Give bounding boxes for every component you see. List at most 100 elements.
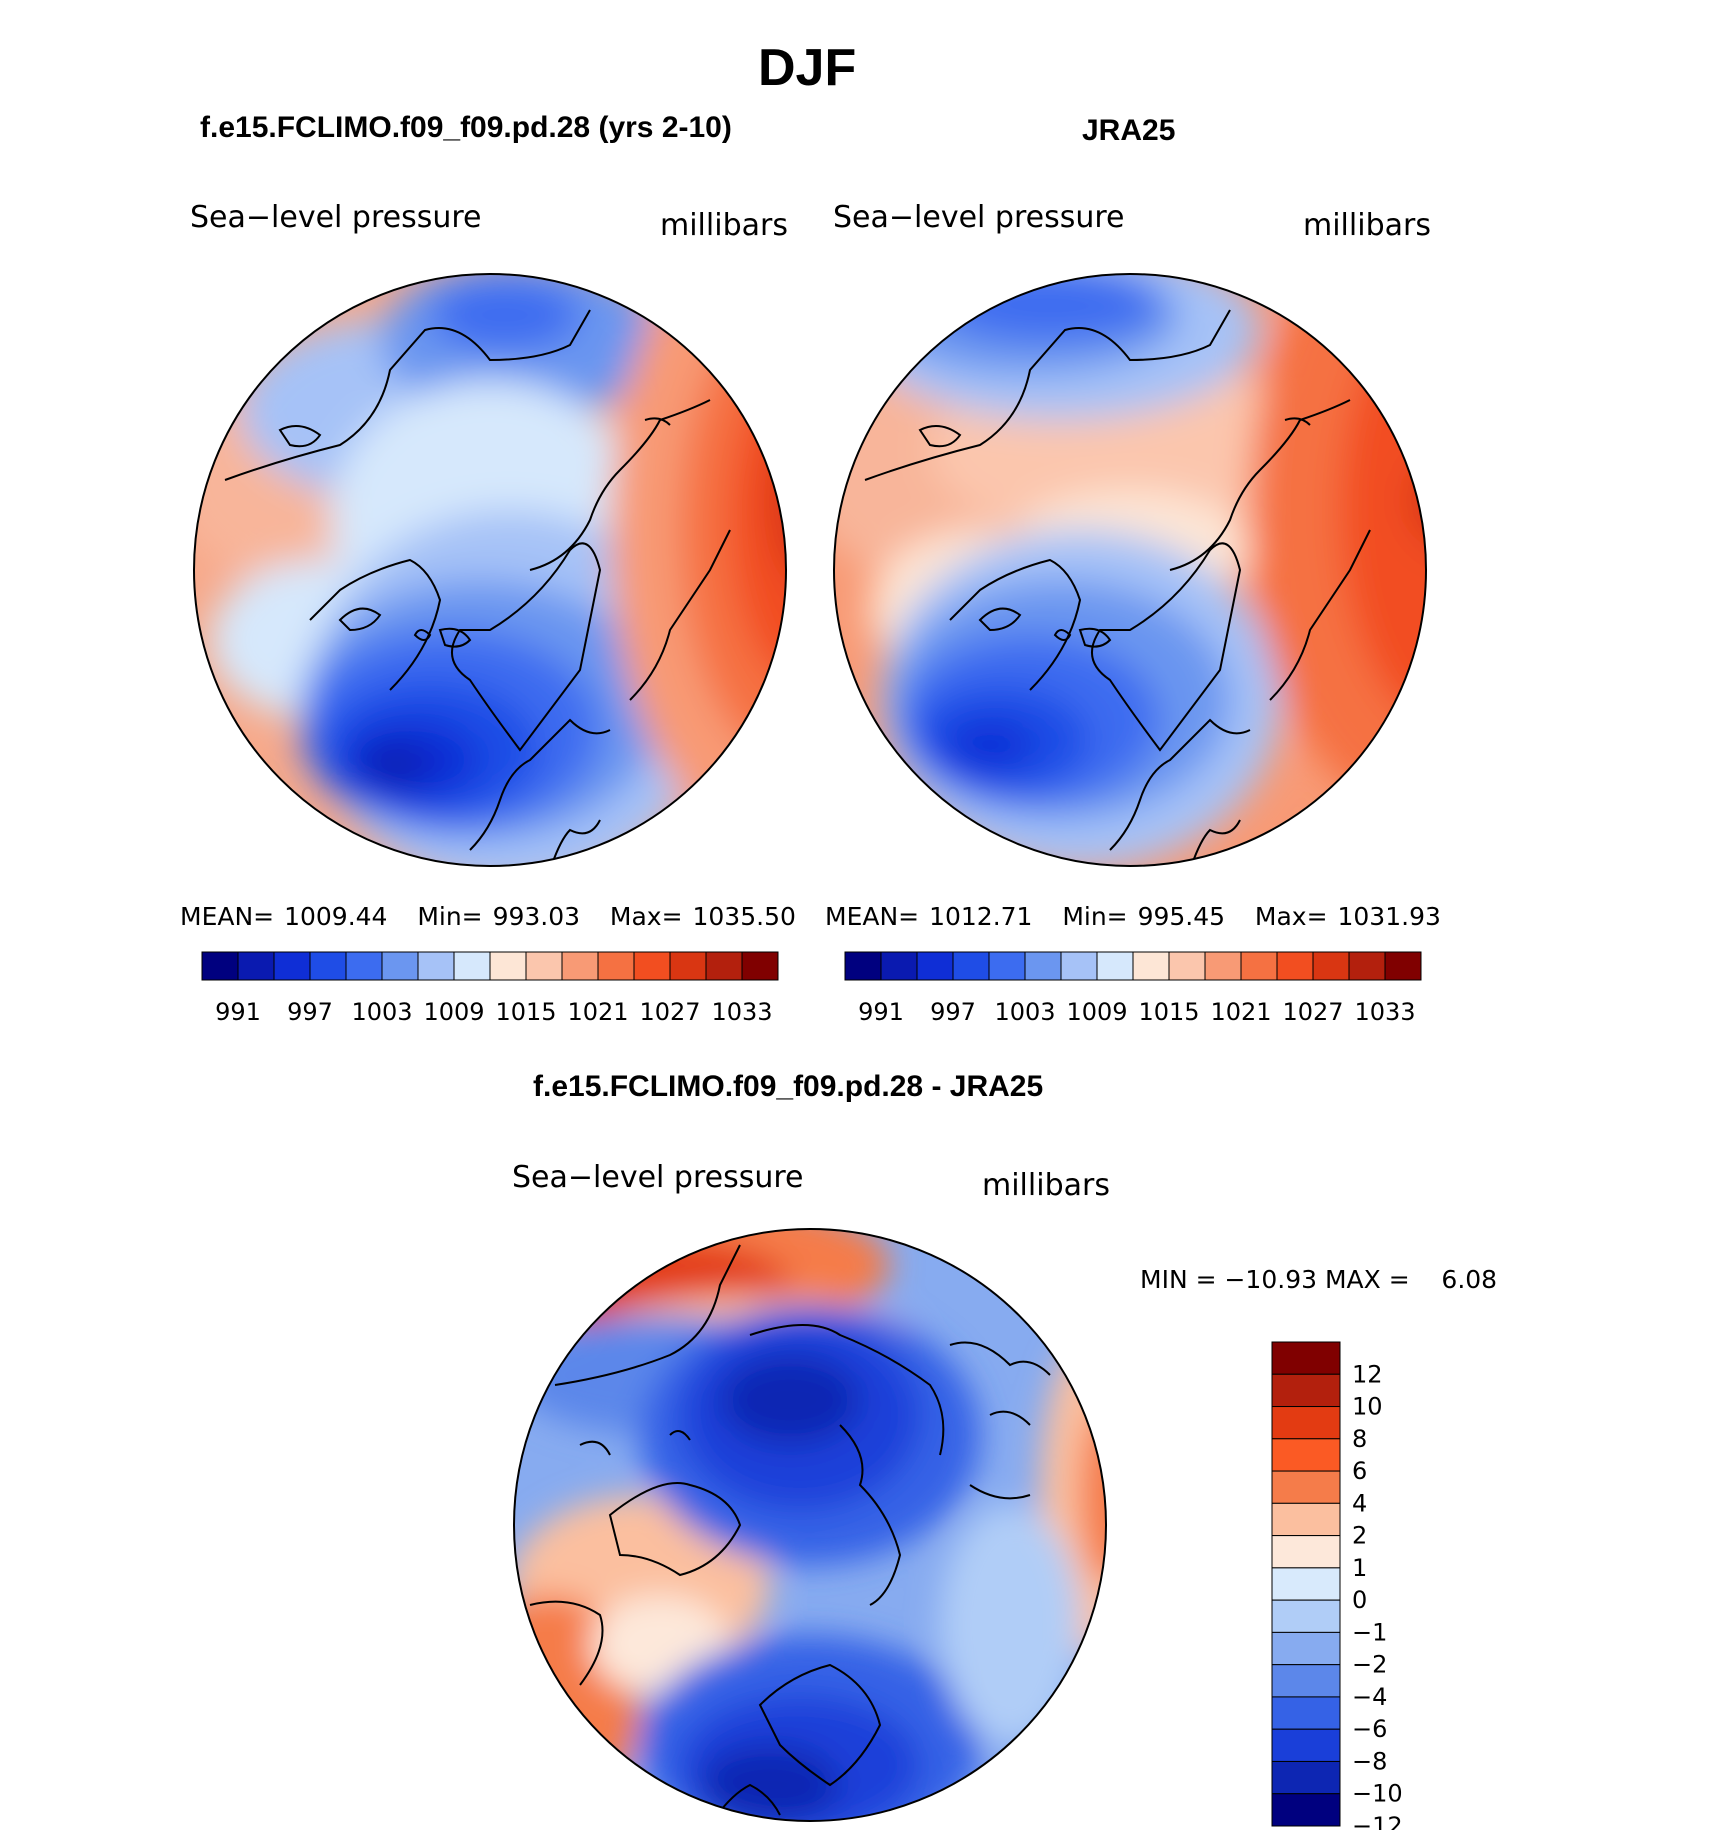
- right-colorbar-tick-label: 1027: [1282, 998, 1343, 1026]
- left-colorbar-tick-label: 1033: [711, 998, 772, 1026]
- diff-panel-title: f.e15.FCLIMO.f09_f09.pd.28 - JRA25: [533, 1070, 1044, 1103]
- diff-variable-label: Sea−level pressure: [512, 1160, 804, 1195]
- right-colorbar-tick-label: 1033: [1354, 998, 1415, 1026]
- left-colorbar-tick-label: 1027: [639, 998, 700, 1026]
- right-colorbar-swatch: [880, 951, 918, 981]
- left-colorbar-tick-label: 1021: [567, 998, 628, 1026]
- diff-colorbar-tick-label: −2: [1352, 1651, 1387, 1679]
- diff-colorbar-swatch: [1271, 1535, 1341, 1569]
- left-colorbar-tick-label: 1003: [351, 998, 412, 1026]
- diff-polar-map: [513, 1228, 1107, 1822]
- right-colorbar-swatch: [1060, 951, 1098, 981]
- right-colorbar-swatch: [1168, 951, 1206, 981]
- left-min-label: Min=: [417, 902, 483, 931]
- left-colorbar-swatch: [597, 951, 635, 981]
- left-units-label: millibars: [660, 208, 788, 243]
- diff-colorbar-tick-label: 0: [1352, 1586, 1367, 1614]
- diff-colorbar-tick-label: 12: [1352, 1360, 1383, 1388]
- left-colorbar-swatch: [417, 951, 455, 981]
- right-colorbar-swatch: [1312, 951, 1350, 981]
- diff-colorbar-swatch: [1271, 1599, 1341, 1633]
- right-colorbar-swatch: [1276, 951, 1314, 981]
- right-colorbar-swatch: [1024, 951, 1062, 981]
- left-panel-title: f.e15.FCLIMO.f09_f09.pd.28 (yrs 2-10): [200, 111, 732, 144]
- diff-colorbar-swatch: [1271, 1406, 1341, 1440]
- left-colorbar-swatch: [669, 951, 707, 981]
- left-max-value: 1035.50: [692, 902, 796, 931]
- right-colorbar-tick-label: 991: [858, 998, 904, 1026]
- right-max-label: Max=: [1254, 902, 1328, 931]
- diff-colorbar-tick-label: 8: [1352, 1425, 1367, 1453]
- right-panel-title: JRA25: [1082, 114, 1176, 147]
- left-colorbar-swatch: [273, 951, 311, 981]
- diff-colorbar-tick-label: 4: [1352, 1489, 1367, 1517]
- right-stats: MEAN= 1012.71 Min= 995.45 Max= 1031.93: [825, 902, 1441, 931]
- left-mean-label: MEAN=: [180, 902, 275, 931]
- diff-colorbar-tick-label: 1: [1352, 1554, 1367, 1582]
- right-colorbar-swatch: [1384, 951, 1422, 981]
- right-variable-label: Sea−level pressure: [833, 200, 1125, 235]
- left-colorbar-tick-label: 991: [215, 998, 261, 1026]
- left-colorbar-tick-label: 1015: [495, 998, 556, 1026]
- right-colorbar-tick-label: 997: [930, 998, 976, 1026]
- left-colorbar-swatch: [237, 951, 275, 981]
- diff-colorbar-swatch: [1271, 1567, 1341, 1601]
- left-variable-label: Sea−level pressure: [190, 200, 482, 235]
- left-colorbar: 991 997 1003 1009 1015 1021 1027 1033: [201, 951, 779, 1026]
- left-colorbar-swatch: [345, 951, 383, 981]
- diff-colorbar-tick-label: −4: [1352, 1683, 1387, 1711]
- diff-colorbar-tick-label: −8: [1352, 1747, 1387, 1775]
- diff-colorbar-swatch: [1271, 1438, 1341, 1472]
- right-colorbar-swatch: [916, 951, 954, 981]
- right-colorbar-tick-label: 1021: [1210, 998, 1271, 1026]
- right-mean-value: 1012.71: [929, 902, 1033, 931]
- diff-colorbar-tick-label: −12: [1352, 1812, 1403, 1830]
- left-colorbar-swatch: [489, 951, 527, 981]
- left-colorbar-swatch: [381, 951, 419, 981]
- right-colorbar-swatch: [1132, 951, 1170, 981]
- season-title: DJF: [758, 39, 857, 97]
- diff-colorbar-swatch: [1271, 1470, 1341, 1504]
- left-colorbar-swatch: [201, 951, 239, 981]
- diff-colorbar-swatch: [1271, 1793, 1341, 1827]
- diff-colorbar-swatch: [1271, 1664, 1341, 1698]
- left-colorbar-swatch: [633, 951, 671, 981]
- diff-colorbar-swatch: [1271, 1696, 1341, 1730]
- left-colorbar-swatch: [525, 951, 563, 981]
- right-polar-map: [833, 273, 1427, 867]
- right-max-value: 1031.93: [1337, 902, 1441, 931]
- diff-minmax-text: MIN = −10.93 MAX = 6.08: [1140, 1265, 1498, 1294]
- left-stats: MEAN= 1009.44 Min= 993.03 Max= 1035.50: [180, 902, 796, 931]
- right-colorbar-swatch: [1096, 951, 1134, 981]
- diff-units-label: millibars: [982, 1168, 1110, 1203]
- left-colorbar-swatch: [309, 951, 347, 981]
- right-colorbar-tick-label: 1009: [1066, 998, 1127, 1026]
- left-colorbar-swatch: [561, 951, 599, 981]
- diff-colorbar-tick-label: 10: [1352, 1393, 1383, 1421]
- left-polar-map: [193, 273, 787, 867]
- diff-colorbar-swatch: [1271, 1373, 1341, 1408]
- left-mean-value: 1009.44: [284, 902, 388, 931]
- diff-colorbar-swatch: [1271, 1631, 1341, 1666]
- right-min-label: Min=: [1062, 902, 1128, 931]
- left-max-label: Max=: [609, 902, 683, 931]
- diff-colorbar-tick-label: −10: [1352, 1780, 1403, 1808]
- left-colorbar-tick-label: 997: [287, 998, 333, 1026]
- diff-colorbar-tick-label: −1: [1352, 1618, 1387, 1646]
- right-colorbar-swatch: [1204, 951, 1242, 981]
- right-colorbar-tick-label: 1015: [1138, 998, 1199, 1026]
- left-min-value: 993.03: [492, 902, 581, 931]
- right-min-value: 995.45: [1137, 902, 1226, 931]
- diff-colorbar-swatch: [1271, 1341, 1341, 1375]
- left-colorbar-tick-label: 1009: [423, 998, 484, 1026]
- right-colorbar-swatch: [1348, 951, 1386, 981]
- left-colorbar-swatch: [453, 951, 491, 981]
- diff-colorbar-swatch: [1271, 1502, 1341, 1537]
- diff-colorbar-swatch: [1271, 1728, 1341, 1762]
- right-colorbar-swatch: [844, 951, 882, 981]
- diff-colorbar-swatch: [1271, 1760, 1341, 1795]
- right-colorbar-swatch: [952, 951, 990, 981]
- diff-colorbar-tick-label: 6: [1352, 1457, 1367, 1485]
- right-colorbar-tick-label: 1003: [994, 998, 1055, 1026]
